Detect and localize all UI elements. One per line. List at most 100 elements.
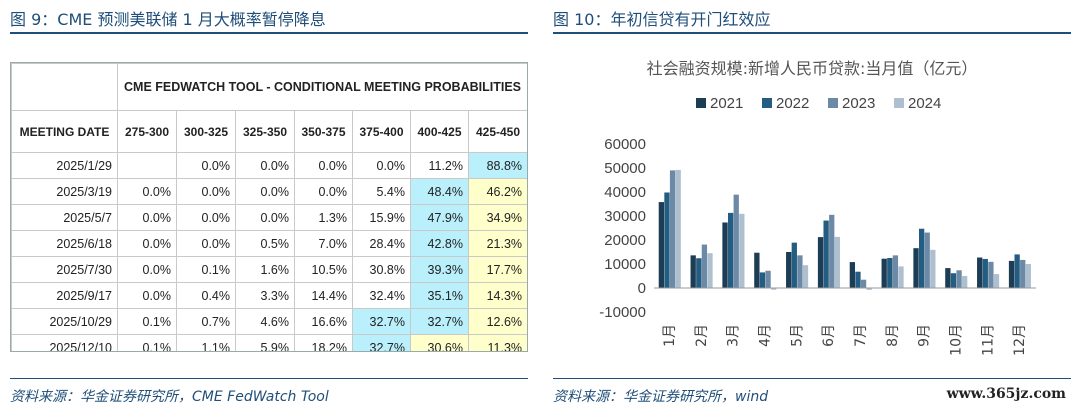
column-header-350-375: 350-375	[294, 110, 353, 153]
probability-cell: 32.7%	[352, 334, 411, 351]
left-panel-title: 图 9：CME 预测美联储 1 月大概率暂停降息	[10, 10, 326, 29]
bar	[797, 255, 803, 288]
legend-entry: 2024	[894, 95, 941, 112]
bar	[977, 257, 983, 288]
y-tick-label: 60000	[604, 136, 646, 153]
meeting-date-cell: 2025/7/30	[11, 256, 118, 283]
y-tick-label: 10000	[604, 256, 646, 273]
bar	[930, 249, 936, 288]
probability-cell: 12.6%	[467, 308, 527, 335]
probability-cell: 28.4%	[352, 230, 411, 257]
bar	[727, 212, 734, 288]
probability-cell: 0.0%	[294, 178, 353, 205]
bar	[913, 248, 919, 288]
probability-cell: 1.1%	[176, 334, 236, 351]
probability-cell: 32.7%	[352, 308, 411, 335]
bar	[669, 170, 676, 288]
bar	[802, 265, 809, 288]
bar	[860, 279, 867, 288]
bar	[701, 244, 708, 288]
meeting-date-cell: 2025/3/19	[11, 178, 118, 205]
legend-label: 2024	[908, 95, 941, 112]
probability-cell: 5.9%	[235, 334, 295, 351]
probability-cell: 3.3%	[235, 282, 295, 309]
bar	[956, 270, 962, 288]
bar	[924, 232, 930, 288]
probability-cell: 0.0%	[176, 204, 236, 231]
probability-cell: 10.5%	[294, 256, 353, 283]
probability-cell: 0.0%	[235, 178, 295, 205]
column-header-425-450: 425-450	[467, 110, 527, 153]
bar	[988, 261, 994, 288]
fedwatch-table: CME FEDWATCH TOOL - CONDITIONAL MEETING …	[11, 63, 527, 351]
legend-entry: 2022	[762, 95, 809, 112]
column-header-400-425: 400-425	[410, 110, 469, 153]
bar	[771, 288, 777, 290]
probability-cell: 0.1%	[176, 256, 236, 283]
bar	[791, 242, 797, 288]
chart-title: 社会融资规模:新增人民币贷款:当月值（亿元）	[647, 59, 978, 78]
table-header-row: MEETING DATE 275-300 300-325 325-350 350-375…	[11, 110, 527, 153]
bar	[690, 255, 696, 288]
bar	[918, 228, 925, 288]
probability-cell: 30.8%	[352, 256, 411, 283]
y-tick-label: 0	[638, 280, 646, 297]
bar	[765, 270, 771, 288]
y-tick-label: 20000	[604, 232, 646, 249]
x-axis: 1月 2月 3月 4月 5月 6月 7月 8月 9月 10月 11月 12月	[654, 287, 1036, 356]
bar	[881, 258, 887, 288]
y-tick-label: 50000	[604, 160, 646, 177]
bar	[855, 271, 861, 288]
column-header-325-350: 325-350	[235, 110, 295, 153]
bar	[849, 262, 856, 288]
probability-cell: 30.6%	[410, 334, 469, 351]
legend-label: 2023	[842, 95, 875, 112]
x-tick-label: 1月	[662, 324, 678, 347]
x-tick-label: 9月	[917, 324, 933, 347]
table-row: 2025/7/30 0.0% 0.1% 1.6% 10.5% 30.8% 39.3% 17.7…	[11, 256, 527, 283]
probability-cell: 14.3%	[467, 282, 527, 309]
legend-swatch	[894, 98, 904, 108]
bar	[658, 202, 665, 288]
x-tick-label: 5月	[789, 324, 805, 347]
probability-cell: 34.9%	[467, 204, 527, 231]
legend-entry: 2021	[696, 95, 743, 112]
bar	[696, 258, 702, 288]
column-header-275-300: 275-300	[117, 110, 177, 153]
probability-cell: 1.3%	[294, 204, 353, 231]
left-title-rule	[10, 32, 528, 34]
table-row: 2025/5/7 0.0% 0.0% 0.0% 1.3% 15.9% 47.9% 34.9%	[11, 204, 527, 231]
bar	[722, 222, 728, 288]
probability-cell	[117, 152, 177, 179]
probability-cell: 46.2%	[467, 178, 527, 205]
table-row: 2025/3/19 0.0% 0.0% 0.0% 0.0% 5.4% 48.4% 46.2%	[11, 178, 527, 205]
bar	[945, 268, 951, 288]
bar	[817, 237, 824, 288]
x-tick-label: 2月	[694, 324, 710, 347]
table-row: 2025/9/17 0.0% 0.4% 3.3% 14.4% 32.4% 35.1% 14.3…	[11, 282, 527, 309]
table-row: 2025/12/10 0.1% 1.1% 5.9% 18.2% 32.7% 30.6% 11.…	[11, 334, 527, 351]
x-tick-label: 7月	[853, 324, 869, 347]
probability-cell: 14.4%	[294, 282, 353, 309]
y-tick-label: 40000	[604, 184, 646, 201]
y-tick-label: 30000	[604, 208, 646, 225]
probability-cell: 0.0%	[294, 152, 353, 179]
probability-cell: 0.7%	[176, 308, 236, 335]
bar	[892, 255, 899, 288]
probability-cell: 0.0%	[117, 230, 177, 257]
bar	[675, 169, 681, 288]
bar	[759, 272, 766, 288]
x-tick-label: 6月	[821, 324, 837, 347]
meeting-date-cell: 2025/12/10	[11, 334, 118, 351]
probability-cell: 0.0%	[235, 152, 295, 179]
probability-cell: 11.3%	[467, 334, 527, 351]
probability-cell: 21.3%	[467, 230, 527, 257]
right-title-rule	[553, 32, 1071, 34]
column-header-300-325: 300-325	[176, 110, 236, 153]
probability-cell: 0.0%	[176, 178, 236, 205]
probability-cell: 4.6%	[235, 308, 295, 335]
left-panel-source: 资料来源：华金证券研究所，CME FedWatch Tool	[10, 389, 329, 405]
meeting-date-cell: 2025/5/7	[11, 204, 118, 231]
probability-cell: 0.1%	[117, 308, 177, 335]
bar	[829, 214, 835, 288]
